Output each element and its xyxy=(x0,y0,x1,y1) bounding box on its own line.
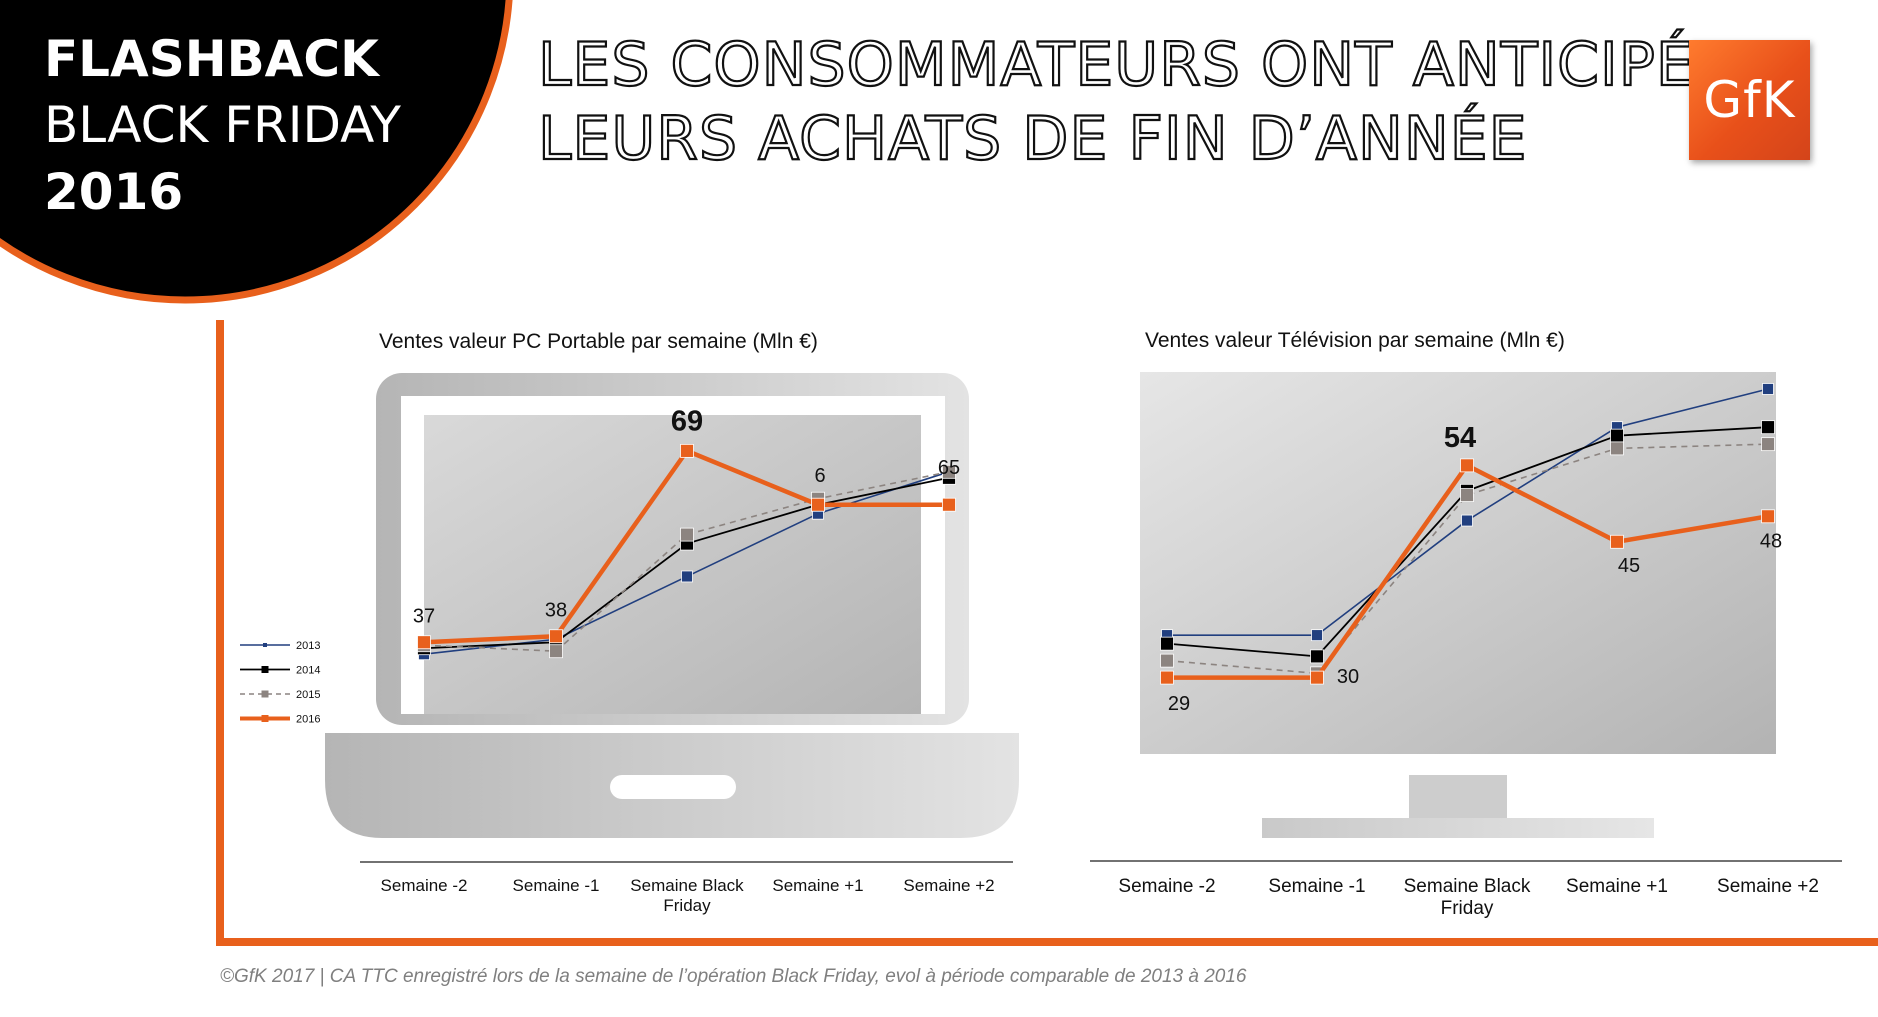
footer-note: ©GfK 2017 | CA TTC enregistré lors de la… xyxy=(220,966,1247,987)
legend-marker-2014 xyxy=(261,666,269,673)
frame-bottom-line xyxy=(216,938,1878,946)
header-line-1: FLASHBACK xyxy=(44,30,379,88)
legend-marker-2013 xyxy=(263,643,267,647)
marker-2016 xyxy=(942,497,956,512)
x-tick-label: Semaine -1 xyxy=(513,876,600,895)
marker-2015 xyxy=(1460,488,1474,502)
legend: 2013 2014 2015 2016 xyxy=(240,640,320,726)
x-tick-label: Semaine Black Friday xyxy=(630,876,744,915)
x-tick-label: Semaine +2 xyxy=(903,876,994,895)
marker-2013 xyxy=(1311,629,1323,642)
marker-2013 xyxy=(681,570,693,583)
marker-2015 xyxy=(942,464,956,479)
marker-2014 xyxy=(1761,420,1775,435)
tv-illustration xyxy=(1140,372,1776,838)
x-tick-label: Semaine -2 xyxy=(381,876,468,895)
chart-laptop: Semaine -2 Semaine -1 Semaine Black Friday S… xyxy=(381,406,995,915)
chart-title-tv: Ventes valeur Télévision par semaine (Ml… xyxy=(1145,329,1565,352)
marker-2016 xyxy=(1460,458,1474,473)
marker-2013 xyxy=(1461,514,1473,527)
header-line-3: 2016 xyxy=(44,163,184,221)
data-label: 48 xyxy=(1760,531,1782,553)
legend-marker-2016 xyxy=(261,715,269,722)
marker-2013 xyxy=(1762,383,1774,395)
chart-title-laptop: Ventes valeur PC Portable par semaine (M… xyxy=(379,330,818,353)
legend-label: 2014 xyxy=(296,665,320,677)
marker-2016 xyxy=(1761,509,1775,524)
x-tick-label: Semaine -2 xyxy=(1118,876,1215,897)
marker-2016 xyxy=(1160,670,1174,685)
legend-label: 2016 xyxy=(296,714,320,726)
data-label: 65 xyxy=(938,457,960,479)
legend-label: 2015 xyxy=(296,689,320,701)
x-tick-label: Semaine +1 xyxy=(1566,876,1668,897)
marker-2016 xyxy=(680,443,694,458)
gfk-logo-text: GfK xyxy=(1703,71,1796,129)
data-label: 29 xyxy=(1168,693,1190,715)
marker-2016 xyxy=(1310,670,1324,685)
marker-2015 xyxy=(1610,441,1624,456)
marker-2016 xyxy=(811,497,825,512)
data-label: 30 xyxy=(1337,666,1359,688)
x-tick-label: Semaine +2 xyxy=(1717,876,1819,897)
marker-2015 xyxy=(680,527,694,542)
chart-tv: Semaine -2 Semaine -1 Semaine Black Friday S… xyxy=(1118,383,1819,919)
marker-2015 xyxy=(1160,653,1174,668)
data-label: 54 xyxy=(1444,422,1476,454)
x-tick-label: Semaine +1 xyxy=(772,876,863,895)
data-label: 37 xyxy=(413,606,435,628)
data-label: 69 xyxy=(671,406,703,438)
frame-vertical-line xyxy=(216,320,224,946)
title-line-1: LES CONSOMMATEURS ONT ANTICIPÉ xyxy=(537,29,1695,101)
marker-2015 xyxy=(1761,437,1775,452)
marker-2014 xyxy=(1310,649,1324,664)
data-label: 38 xyxy=(545,600,567,622)
title-line-2: LEURS ACHATS DE FIN D’ANNÉE xyxy=(537,103,1528,175)
laptop-trackpad xyxy=(610,775,736,799)
legend-marker-2015 xyxy=(261,690,269,698)
header-circle xyxy=(0,0,513,304)
gfk-logo: GfK xyxy=(1689,40,1810,160)
data-label: 45 xyxy=(1618,555,1640,577)
legend-label: 2013 xyxy=(296,640,320,652)
marker-2014 xyxy=(1610,428,1624,443)
marker-2014 xyxy=(1160,636,1174,651)
laptop-screen xyxy=(424,415,921,714)
tv-screen xyxy=(1140,372,1776,754)
header-line-2: BLACK FRIDAY xyxy=(44,96,401,154)
marker-2016 xyxy=(417,635,431,650)
series-line-2015 xyxy=(1166,443,1769,675)
data-label: 6 xyxy=(814,465,825,487)
marker-2016 xyxy=(1610,534,1624,549)
marker-2015 xyxy=(549,644,563,659)
x-tick-label: Semaine Black Friday xyxy=(1404,876,1531,919)
tv-neck xyxy=(1409,775,1507,820)
series-line-2015 xyxy=(423,471,950,653)
marker-2016 xyxy=(549,629,563,644)
tv-stand xyxy=(1262,818,1654,838)
x-tick-label: Semaine -1 xyxy=(1268,876,1365,897)
